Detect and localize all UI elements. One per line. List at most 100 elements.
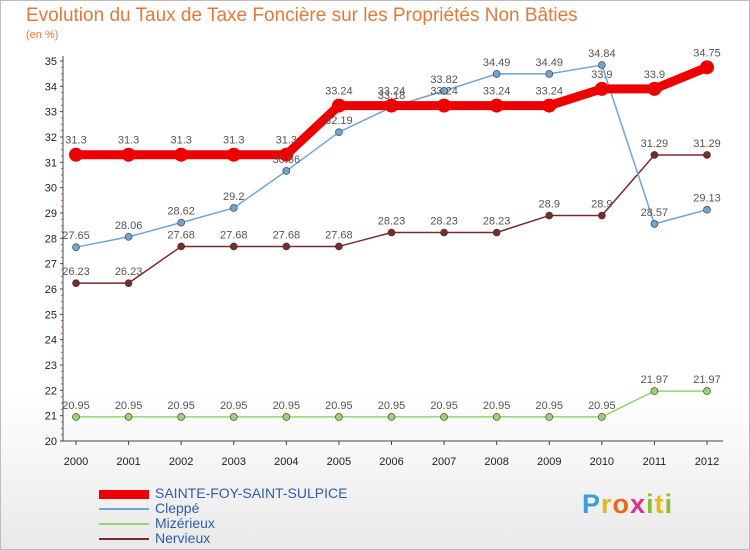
data-label: 20.95 xyxy=(167,400,195,412)
data-point xyxy=(703,151,711,159)
legend-swatch xyxy=(99,489,149,499)
logo-letter: t xyxy=(654,489,665,519)
y-tick-label: 32 xyxy=(45,132,57,144)
x-tick-label: 2006 xyxy=(379,456,403,468)
data-point xyxy=(124,413,133,421)
data-point xyxy=(279,147,294,162)
data-label: 28.23 xyxy=(483,216,511,228)
x-tick-label: 2012 xyxy=(695,456,719,468)
y-tick-label: 20 xyxy=(45,436,57,448)
data-point xyxy=(650,387,659,395)
chart-subtitle: (en %) xyxy=(26,29,59,41)
x-tick-label: 2001 xyxy=(116,456,140,468)
data-label: 31.29 xyxy=(693,138,721,150)
data-point xyxy=(387,228,396,237)
data-point xyxy=(703,205,711,214)
data-label: 28.9 xyxy=(591,199,612,211)
legend-label: Mizérieux xyxy=(155,515,215,531)
data-label: 33.18 xyxy=(378,90,406,102)
data-point xyxy=(384,98,399,113)
data-label: 33.24 xyxy=(430,86,458,98)
data-point xyxy=(437,98,452,113)
data-point xyxy=(598,413,606,421)
logo-letter: x xyxy=(630,489,647,519)
data-point xyxy=(703,387,711,395)
data-point xyxy=(545,70,554,78)
y-tick-label: 24 xyxy=(45,335,57,347)
data-point xyxy=(335,128,343,136)
data-label: 33.24 xyxy=(483,86,511,98)
data-label: 31.3 xyxy=(276,135,297,147)
data-point xyxy=(489,98,504,113)
data-label: 27.68 xyxy=(220,229,248,241)
data-point xyxy=(282,167,291,175)
x-tick-label: 2004 xyxy=(274,456,298,468)
data-label: 28.62 xyxy=(167,206,195,218)
data-point xyxy=(72,413,80,421)
y-tick-label: 30 xyxy=(45,183,57,195)
y-tick-label: 34 xyxy=(45,81,57,93)
data-label: 30.66 xyxy=(273,154,301,166)
data-label: 20.95 xyxy=(483,400,511,412)
y-tick-label: 35 xyxy=(45,56,57,68)
data-label: 20.95 xyxy=(273,400,301,412)
y-tick-label: 25 xyxy=(45,309,57,321)
data-point xyxy=(282,242,291,251)
data-label: 20.95 xyxy=(430,400,458,412)
x-tick-label: 2009 xyxy=(537,456,561,468)
y-tick-label: 29 xyxy=(45,208,57,220)
data-point xyxy=(387,413,396,421)
data-label: 29.13 xyxy=(693,193,721,205)
data-point xyxy=(69,147,83,162)
data-label: 20.95 xyxy=(535,400,563,412)
data-point xyxy=(331,98,346,113)
data-label: 31.3 xyxy=(223,135,244,147)
x-tick-label: 2007 xyxy=(432,456,456,468)
data-label: 33.9 xyxy=(591,69,612,81)
data-label: 33.82 xyxy=(430,74,458,86)
data-point xyxy=(177,218,185,227)
data-point xyxy=(177,413,185,421)
data-label: 27.68 xyxy=(273,229,301,241)
data-label: 20.95 xyxy=(325,400,353,412)
y-tick-label: 23 xyxy=(45,360,57,372)
data-label: 29.2 xyxy=(223,191,244,203)
legend-swatch xyxy=(99,538,149,540)
data-label: 20.95 xyxy=(588,400,616,412)
data-point xyxy=(124,233,133,241)
data-point xyxy=(177,242,185,251)
proxiti-logo: Proxiti xyxy=(582,489,673,520)
data-label: 28.23 xyxy=(430,216,458,228)
data-label: 26.23 xyxy=(62,266,90,278)
legend-label: Cleppé xyxy=(155,500,200,516)
data-label: 34.49 xyxy=(483,57,511,69)
data-label: 21.97 xyxy=(693,374,721,386)
data-point xyxy=(229,242,238,251)
data-point xyxy=(594,81,609,96)
y-tick-label: 22 xyxy=(45,385,57,397)
x-tick-label: 2002 xyxy=(169,456,193,468)
data-point xyxy=(598,61,606,69)
data-label: 20.95 xyxy=(115,400,143,412)
data-point xyxy=(598,211,606,220)
data-point xyxy=(440,87,448,95)
x-tick-label: 2008 xyxy=(484,456,508,468)
data-point xyxy=(229,413,238,421)
data-label: 33.24 xyxy=(325,86,353,98)
data-point xyxy=(647,81,662,96)
data-point xyxy=(229,204,238,212)
data-point xyxy=(124,279,133,287)
x-tick-label: 2010 xyxy=(590,456,614,468)
data-label: 33.24 xyxy=(535,86,563,98)
data-label: 33.9 xyxy=(644,69,665,81)
data-label: 20.95 xyxy=(62,400,90,412)
data-label: 27.68 xyxy=(325,229,353,241)
y-tick-label: 27 xyxy=(45,259,57,271)
data-label: 26.23 xyxy=(115,266,143,278)
logo-letter: r xyxy=(601,489,613,519)
data-point xyxy=(650,151,659,159)
x-tick-label: 2011 xyxy=(643,456,667,468)
data-point xyxy=(282,413,291,421)
